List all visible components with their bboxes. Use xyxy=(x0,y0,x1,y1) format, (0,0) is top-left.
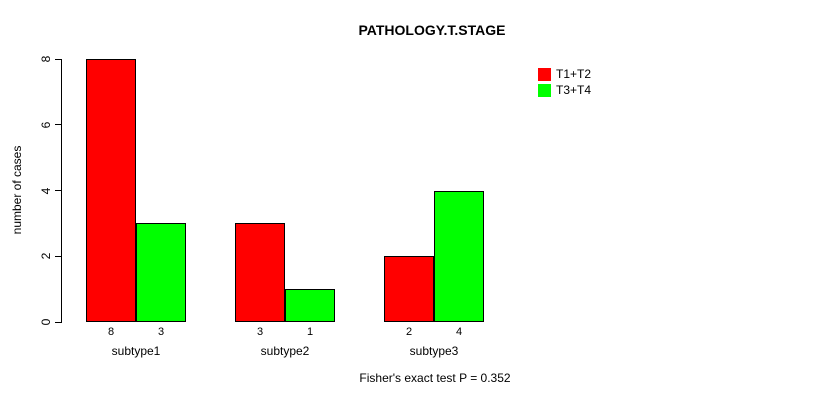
bar-value-label: 4 xyxy=(455,326,463,338)
y-tick-label: 0 xyxy=(39,318,53,326)
bar-value-label: 3 xyxy=(256,326,264,338)
legend-swatch-icon xyxy=(538,67,551,81)
legend-label: T1+T2 xyxy=(556,67,592,81)
bar-value-label: 3 xyxy=(157,326,165,338)
y-axis-label: number of cases xyxy=(10,145,24,235)
category-label-subtype3: subtype3 xyxy=(409,344,459,358)
bar-value-label: 2 xyxy=(405,326,413,338)
legend-item-T3+T4: T3+T4 xyxy=(538,82,591,98)
bar-subtype1-T1+T2 xyxy=(86,59,136,322)
legend: T1+T2 T3+T4 xyxy=(538,66,591,98)
y-tick-label: 8 xyxy=(39,55,53,63)
y-tick xyxy=(55,190,61,191)
bar-subtype1-T3+T4 xyxy=(136,223,186,322)
y-tick-label: 4 xyxy=(39,187,53,194)
bar-value-label: 1 xyxy=(306,326,314,338)
y-tick xyxy=(55,321,61,323)
category-label-subtype1: subtype1 xyxy=(111,344,161,358)
bar-subtype2-T3+T4 xyxy=(285,289,335,322)
y-axis-line xyxy=(61,59,62,323)
footer-note: Fisher's exact test P = 0.352 xyxy=(359,371,511,385)
bar-subtype2-T1+T2 xyxy=(235,223,285,322)
bar-subtype3-T1+T2 xyxy=(384,256,434,322)
y-tick-label: 2 xyxy=(39,252,53,260)
y-tick xyxy=(55,58,61,60)
chart-title: PATHOLOGY.T.STAGE xyxy=(358,22,506,38)
bar-subtype3-T3+T4 xyxy=(434,190,484,322)
category-label-subtype2: subtype2 xyxy=(260,344,310,358)
y-tick-label: 6 xyxy=(39,121,53,129)
y-tick xyxy=(55,124,61,126)
legend-item-T1+T2: T1+T2 xyxy=(538,66,591,82)
bar-value-label: 8 xyxy=(107,326,115,338)
legend-swatch-icon xyxy=(538,83,551,97)
y-tick xyxy=(55,255,61,257)
legend-label: T3+T4 xyxy=(556,83,592,97)
